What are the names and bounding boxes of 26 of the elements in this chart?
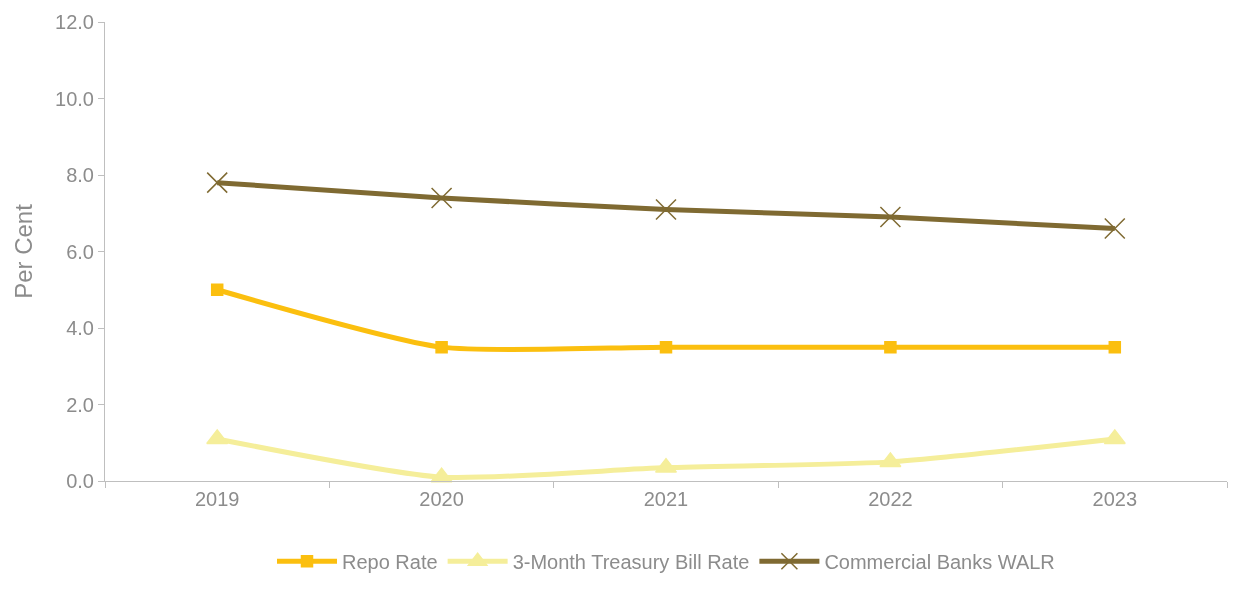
y-tick-label: 12.0 xyxy=(55,11,94,33)
y-tick-label: 8.0 xyxy=(66,164,94,186)
point xyxy=(430,187,453,209)
y-tick-label: 4.0 xyxy=(66,317,94,339)
x-tick-label: 2023 xyxy=(1092,488,1138,510)
y-tick-label: 6.0 xyxy=(66,240,94,263)
y-axis-title: Per Cent xyxy=(10,203,38,299)
point xyxy=(1108,340,1122,354)
point xyxy=(655,198,677,221)
y-tick-label: 10.0 xyxy=(55,87,94,110)
point xyxy=(210,283,224,296)
point xyxy=(1104,217,1126,240)
legend-label: Repo Rate xyxy=(342,551,438,574)
x-tick-label: 2019 xyxy=(194,488,240,510)
y-tick-label: 2.0 xyxy=(66,393,94,416)
point xyxy=(206,171,228,194)
legend-label: Commercial Banks WALR xyxy=(824,551,1055,574)
x-tick-label: 2021 xyxy=(643,488,689,510)
point xyxy=(435,340,448,354)
point xyxy=(879,206,902,228)
point xyxy=(884,340,897,354)
y-tick-label: 0.0 xyxy=(66,470,94,492)
point xyxy=(659,340,673,354)
x-tick-label: 2020 xyxy=(419,488,464,510)
legend-label: 3-Month Treasury Bill Rate xyxy=(512,551,750,574)
x-tick-label: 2022 xyxy=(868,488,913,510)
